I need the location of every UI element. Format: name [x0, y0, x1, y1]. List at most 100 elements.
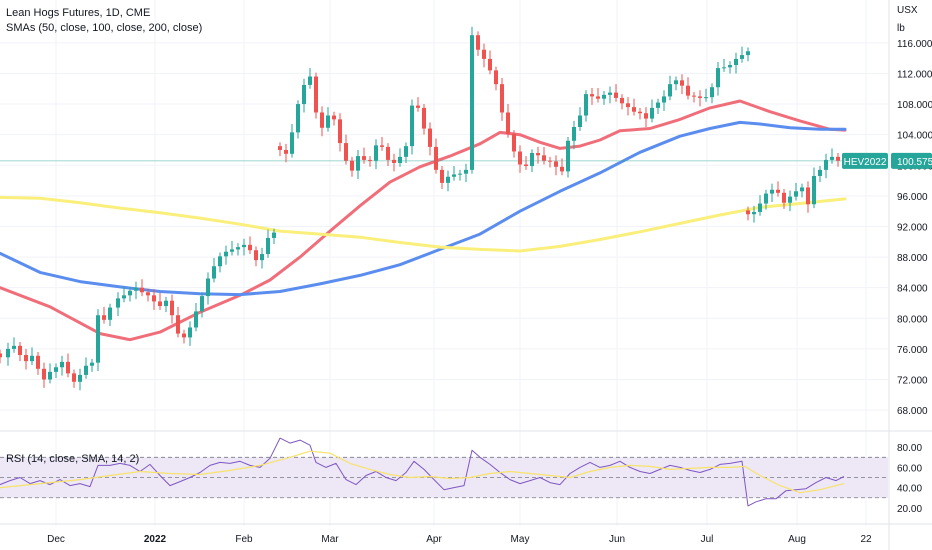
- candle-body: [548, 160, 552, 162]
- candle-body: [236, 247, 240, 250]
- candle-body: [806, 187, 810, 205]
- price-tick-label: 80.000: [897, 314, 928, 325]
- candle-body: [458, 173, 462, 175]
- candle-body: [182, 333, 186, 338]
- candle-body: [78, 374, 82, 382]
- candle-body: [308, 76, 312, 85]
- candle-body: [416, 105, 420, 108]
- candle-body: [392, 159, 396, 163]
- candle-body: [470, 35, 474, 170]
- candle-body: [776, 189, 780, 193]
- candle-body: [6, 348, 10, 358]
- candle-body: [764, 193, 768, 204]
- candle-body: [296, 104, 300, 133]
- candle-body: [200, 296, 204, 312]
- candle-body: [620, 97, 624, 104]
- candle-body: [320, 112, 324, 128]
- last-price-value: 100.575: [897, 157, 932, 168]
- candle-body: [746, 51, 750, 56]
- unit-currency: USX: [897, 5, 918, 16]
- candle-body: [794, 191, 798, 197]
- price-tick-label: 92.000: [897, 222, 928, 233]
- candle-body: [482, 49, 486, 59]
- candle-body: [716, 68, 720, 88]
- candle-body: [152, 295, 156, 302]
- candle-body: [374, 145, 378, 161]
- candle-body: [674, 80, 678, 85]
- candle-body: [36, 355, 40, 369]
- candle-body: [102, 315, 106, 320]
- candle-body: [530, 153, 534, 167]
- price-tick-label: 68.000: [897, 406, 928, 417]
- time-tick-label: 22: [860, 534, 872, 545]
- price-tick-label: 104.000: [897, 131, 932, 142]
- candle-body: [638, 111, 642, 114]
- candle-body: [518, 151, 522, 165]
- candle-body: [824, 159, 828, 170]
- sma-legend: SMAs (50, close, 100, close, 200, close): [6, 22, 203, 34]
- candle-body: [746, 210, 750, 215]
- price-tick-label: 96.000: [897, 192, 928, 203]
- last-price-tag-bg: [891, 152, 932, 169]
- candle-body: [72, 373, 76, 382]
- candles: [0, 26, 846, 391]
- candle-body: [84, 365, 88, 375]
- candle-body: [242, 244, 246, 248]
- candle-body: [578, 115, 582, 128]
- candle-body: [404, 146, 408, 157]
- candle-body: [218, 256, 222, 267]
- candle-body: [344, 143, 348, 161]
- candle-body: [146, 292, 150, 296]
- unit-weight: lb: [897, 23, 905, 34]
- candle-body: [30, 355, 34, 362]
- candle-body: [206, 278, 210, 297]
- time-tick-label: Feb: [235, 534, 253, 545]
- time-tick-label: Apr: [426, 534, 442, 545]
- candle-body: [290, 132, 294, 154]
- candle-body: [488, 58, 492, 71]
- candle-body: [506, 112, 510, 134]
- candle-body: [248, 244, 252, 251]
- candle-body: [332, 115, 336, 120]
- candle-body: [704, 97, 708, 99]
- candle-body: [96, 315, 100, 363]
- candle-body: [632, 107, 636, 112]
- candle-body: [782, 192, 786, 203]
- candle-body: [542, 155, 546, 161]
- candle-body: [428, 128, 432, 147]
- time-tick-label: May: [511, 534, 530, 545]
- symbol-tag-bg: [842, 152, 888, 169]
- candle-body: [90, 362, 94, 366]
- candle-body: [386, 146, 390, 160]
- candle-body: [48, 371, 52, 380]
- candle-body: [176, 315, 180, 334]
- candle-body: [734, 58, 738, 66]
- labels: HEV2022 100.575: [842, 152, 932, 169]
- sma-50-line: [0, 99, 847, 342]
- candle-body: [644, 113, 648, 119]
- rsi-tick-label: 40.00: [897, 484, 922, 495]
- candle-body: [452, 174, 456, 177]
- grid: [0, 0, 888, 526]
- candle-body: [812, 175, 816, 205]
- candle-body: [158, 301, 162, 307]
- candle-body: [728, 65, 732, 68]
- sma-100-line: [0, 120, 847, 297]
- candle-body: [140, 287, 144, 293]
- candle-body: [566, 140, 570, 172]
- candle-body: [662, 96, 666, 103]
- candle-body: [398, 156, 402, 163]
- candle-body: [758, 203, 762, 212]
- candle-body: [194, 311, 198, 328]
- candle-body: [788, 196, 792, 203]
- candle-body: [356, 156, 360, 171]
- candle-body: [362, 156, 366, 160]
- candle-body: [122, 295, 126, 299]
- candle-body: [818, 169, 822, 176]
- rsi-tick-label: 80.00: [897, 443, 922, 454]
- candle-body: [440, 169, 444, 183]
- time-tick-label: 2022: [144, 534, 167, 545]
- rsi-line: [0, 437, 845, 507]
- candle-body: [596, 96, 600, 99]
